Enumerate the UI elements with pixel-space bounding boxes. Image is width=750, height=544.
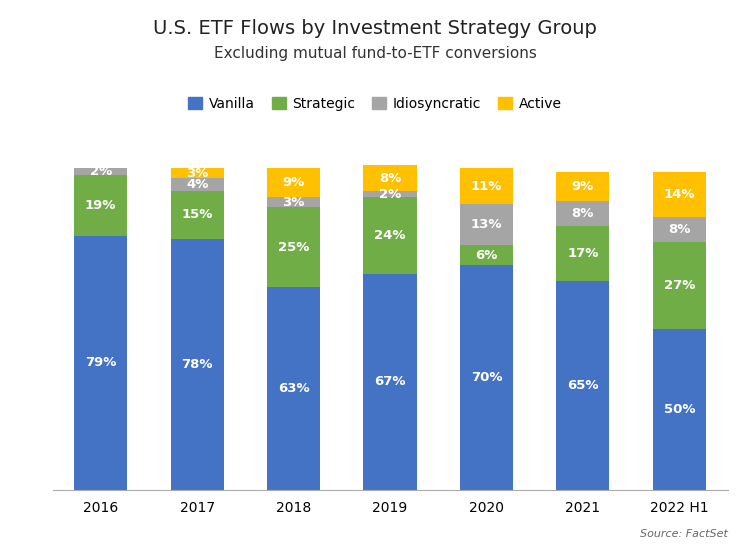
Bar — [460, 245, 513, 265]
Bar — [364, 274, 416, 490]
Bar — [74, 169, 128, 175]
Bar — [460, 265, 513, 490]
Bar — [74, 175, 128, 236]
Bar — [170, 191, 224, 239]
Bar — [460, 203, 513, 245]
Text: 27%: 27% — [664, 279, 695, 292]
Bar — [267, 207, 320, 287]
Text: 3%: 3% — [283, 196, 304, 208]
Text: 8%: 8% — [379, 171, 401, 184]
Text: 8%: 8% — [668, 223, 691, 236]
Legend: Vanilla, Strategic, Idiosyncratic, Active: Vanilla, Strategic, Idiosyncratic, Activ… — [182, 91, 568, 116]
Bar — [170, 178, 224, 191]
Bar — [652, 329, 706, 490]
Text: 17%: 17% — [567, 247, 598, 260]
Text: 24%: 24% — [374, 230, 406, 242]
Text: 15%: 15% — [182, 208, 213, 221]
Bar — [170, 239, 224, 490]
Text: 79%: 79% — [85, 356, 116, 369]
Text: 70%: 70% — [471, 370, 502, 384]
Bar — [460, 169, 513, 203]
Text: 2%: 2% — [379, 188, 401, 201]
Text: 63%: 63% — [278, 382, 310, 395]
Text: Source: FactSet: Source: FactSet — [640, 529, 728, 539]
Bar — [652, 171, 706, 217]
Bar — [364, 191, 416, 197]
Bar — [267, 169, 320, 197]
Bar — [556, 201, 609, 226]
Bar — [652, 242, 706, 329]
Bar — [74, 236, 128, 490]
Text: 14%: 14% — [664, 188, 695, 201]
Text: 19%: 19% — [85, 199, 116, 212]
Bar — [364, 197, 416, 274]
Text: 3%: 3% — [186, 166, 209, 180]
Text: 11%: 11% — [471, 180, 502, 193]
Bar — [556, 226, 609, 281]
Bar — [267, 197, 320, 207]
Text: Excluding mutual fund-to-ETF conversions: Excluding mutual fund-to-ETF conversions — [214, 46, 536, 61]
Text: 4%: 4% — [186, 178, 209, 191]
Bar — [556, 281, 609, 490]
Text: 78%: 78% — [182, 358, 213, 371]
Bar — [267, 287, 320, 490]
Bar — [170, 169, 224, 178]
Text: 50%: 50% — [664, 403, 695, 416]
Text: 67%: 67% — [374, 375, 406, 388]
Text: 8%: 8% — [572, 207, 594, 220]
Bar — [652, 217, 706, 242]
Bar — [364, 165, 416, 191]
Text: 9%: 9% — [572, 180, 594, 193]
Text: U.S. ETF Flows by Investment Strategy Group: U.S. ETF Flows by Investment Strategy Gr… — [153, 19, 597, 38]
Text: 2%: 2% — [89, 165, 112, 178]
Text: 6%: 6% — [476, 249, 497, 262]
Text: 9%: 9% — [283, 176, 304, 189]
Bar — [556, 171, 609, 201]
Text: 13%: 13% — [471, 218, 502, 231]
Text: 25%: 25% — [278, 240, 309, 254]
Text: 65%: 65% — [567, 379, 598, 392]
